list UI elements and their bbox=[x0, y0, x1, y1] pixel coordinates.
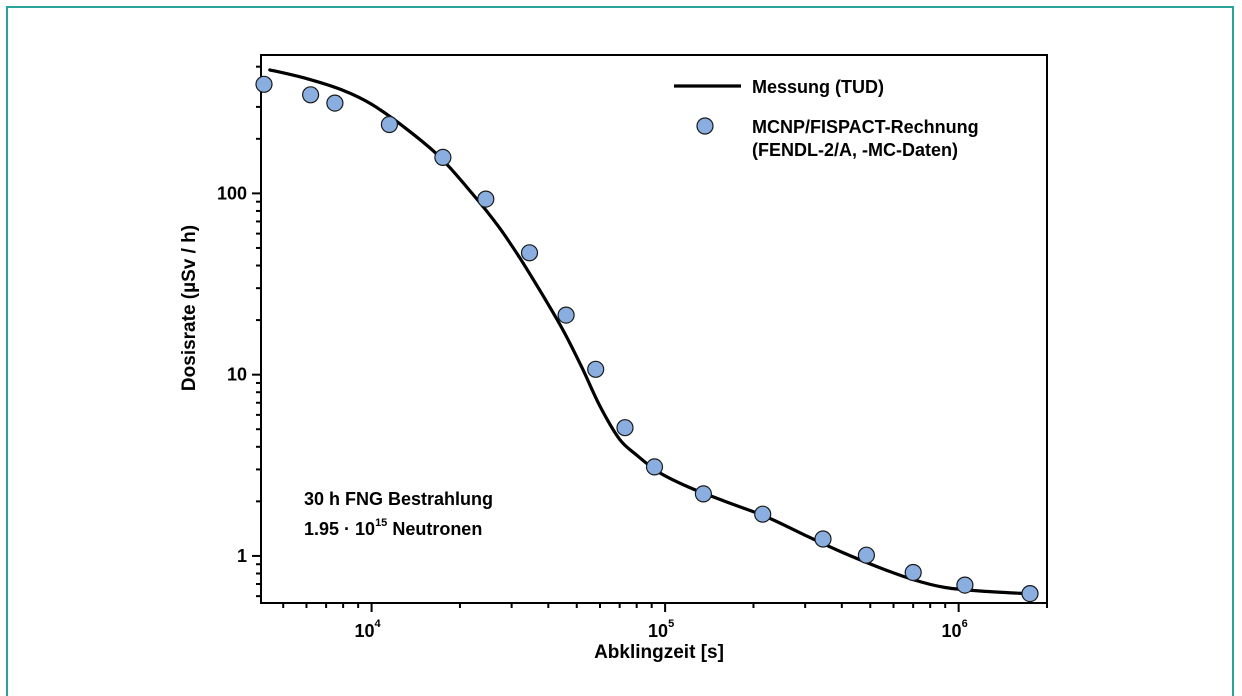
data-point bbox=[904, 563, 922, 582]
annotation-suffix: Neutronen bbox=[387, 519, 482, 539]
data-point bbox=[616, 419, 634, 437]
annotation-line1: 30 h FNG Bestrahlung bbox=[304, 489, 493, 509]
data-point bbox=[645, 458, 664, 476]
data-point bbox=[520, 244, 539, 262]
x-tick-exp: 6 bbox=[962, 618, 968, 630]
x-tick-exp: 5 bbox=[668, 618, 674, 630]
data-point bbox=[302, 86, 320, 104]
data-point bbox=[434, 148, 452, 166]
x-tick-label: 104 bbox=[355, 618, 382, 641]
x-tick-base: 10 bbox=[648, 621, 668, 641]
data-point bbox=[956, 576, 974, 594]
data-point bbox=[326, 94, 344, 112]
y-axis: 1 10 100 bbox=[217, 65, 261, 598]
data-point bbox=[1021, 584, 1039, 603]
y-axis-label: Dosisrate (µSv / h) bbox=[179, 225, 200, 391]
data-point bbox=[557, 306, 575, 324]
annotation-line2: 1.95 · 1015 Neutronen bbox=[304, 517, 482, 539]
data-point bbox=[694, 485, 713, 503]
plot-area bbox=[260, 54, 1048, 604]
x-tick-label: 105 bbox=[648, 618, 674, 641]
data-point bbox=[587, 360, 605, 378]
annotation: 30 h FNG Bestrahlung 1.95 · 1015 Neutron… bbox=[304, 489, 493, 539]
data-point bbox=[814, 530, 832, 548]
y-tick-label: 10 bbox=[227, 365, 247, 385]
legend: Messung (TUD) MCNP/FISPACT-Rechnung (FEN… bbox=[674, 77, 979, 160]
x-tick-base: 10 bbox=[355, 621, 375, 641]
x-axis-label: Abklingzeit [s] bbox=[594, 642, 724, 663]
x-tick-exp: 4 bbox=[375, 618, 382, 630]
data-point bbox=[477, 190, 495, 208]
data-point bbox=[255, 75, 273, 93]
y-tick-label: 1 bbox=[237, 546, 247, 566]
x-tick-base: 10 bbox=[942, 621, 962, 641]
x-axis: 104 105 106 bbox=[282, 603, 1048, 641]
legend-line-label: Messung (TUD) bbox=[752, 77, 884, 97]
data-point bbox=[754, 505, 772, 523]
figure-frame: 104 105 106 1 10 100 Abklingzeit [s] Dosisra… bbox=[6, 6, 1234, 696]
data-point bbox=[857, 546, 876, 564]
legend-marker-label-line1: MCNP/FISPACT-Rechnung bbox=[752, 117, 979, 137]
calculation-points bbox=[255, 75, 1039, 603]
legend-marker-swatch bbox=[696, 117, 714, 135]
x-tick-label: 106 bbox=[942, 618, 968, 641]
y-tick-label: 100 bbox=[217, 183, 247, 203]
annotation-prefix: 1.95 · 10 bbox=[304, 519, 375, 539]
data-point bbox=[380, 115, 398, 134]
annotation-exponent: 15 bbox=[375, 517, 387, 529]
measurement-line bbox=[268, 68, 1028, 596]
legend-marker-label-line2: (FENDL-2/A, -MC-Daten) bbox=[752, 140, 958, 160]
